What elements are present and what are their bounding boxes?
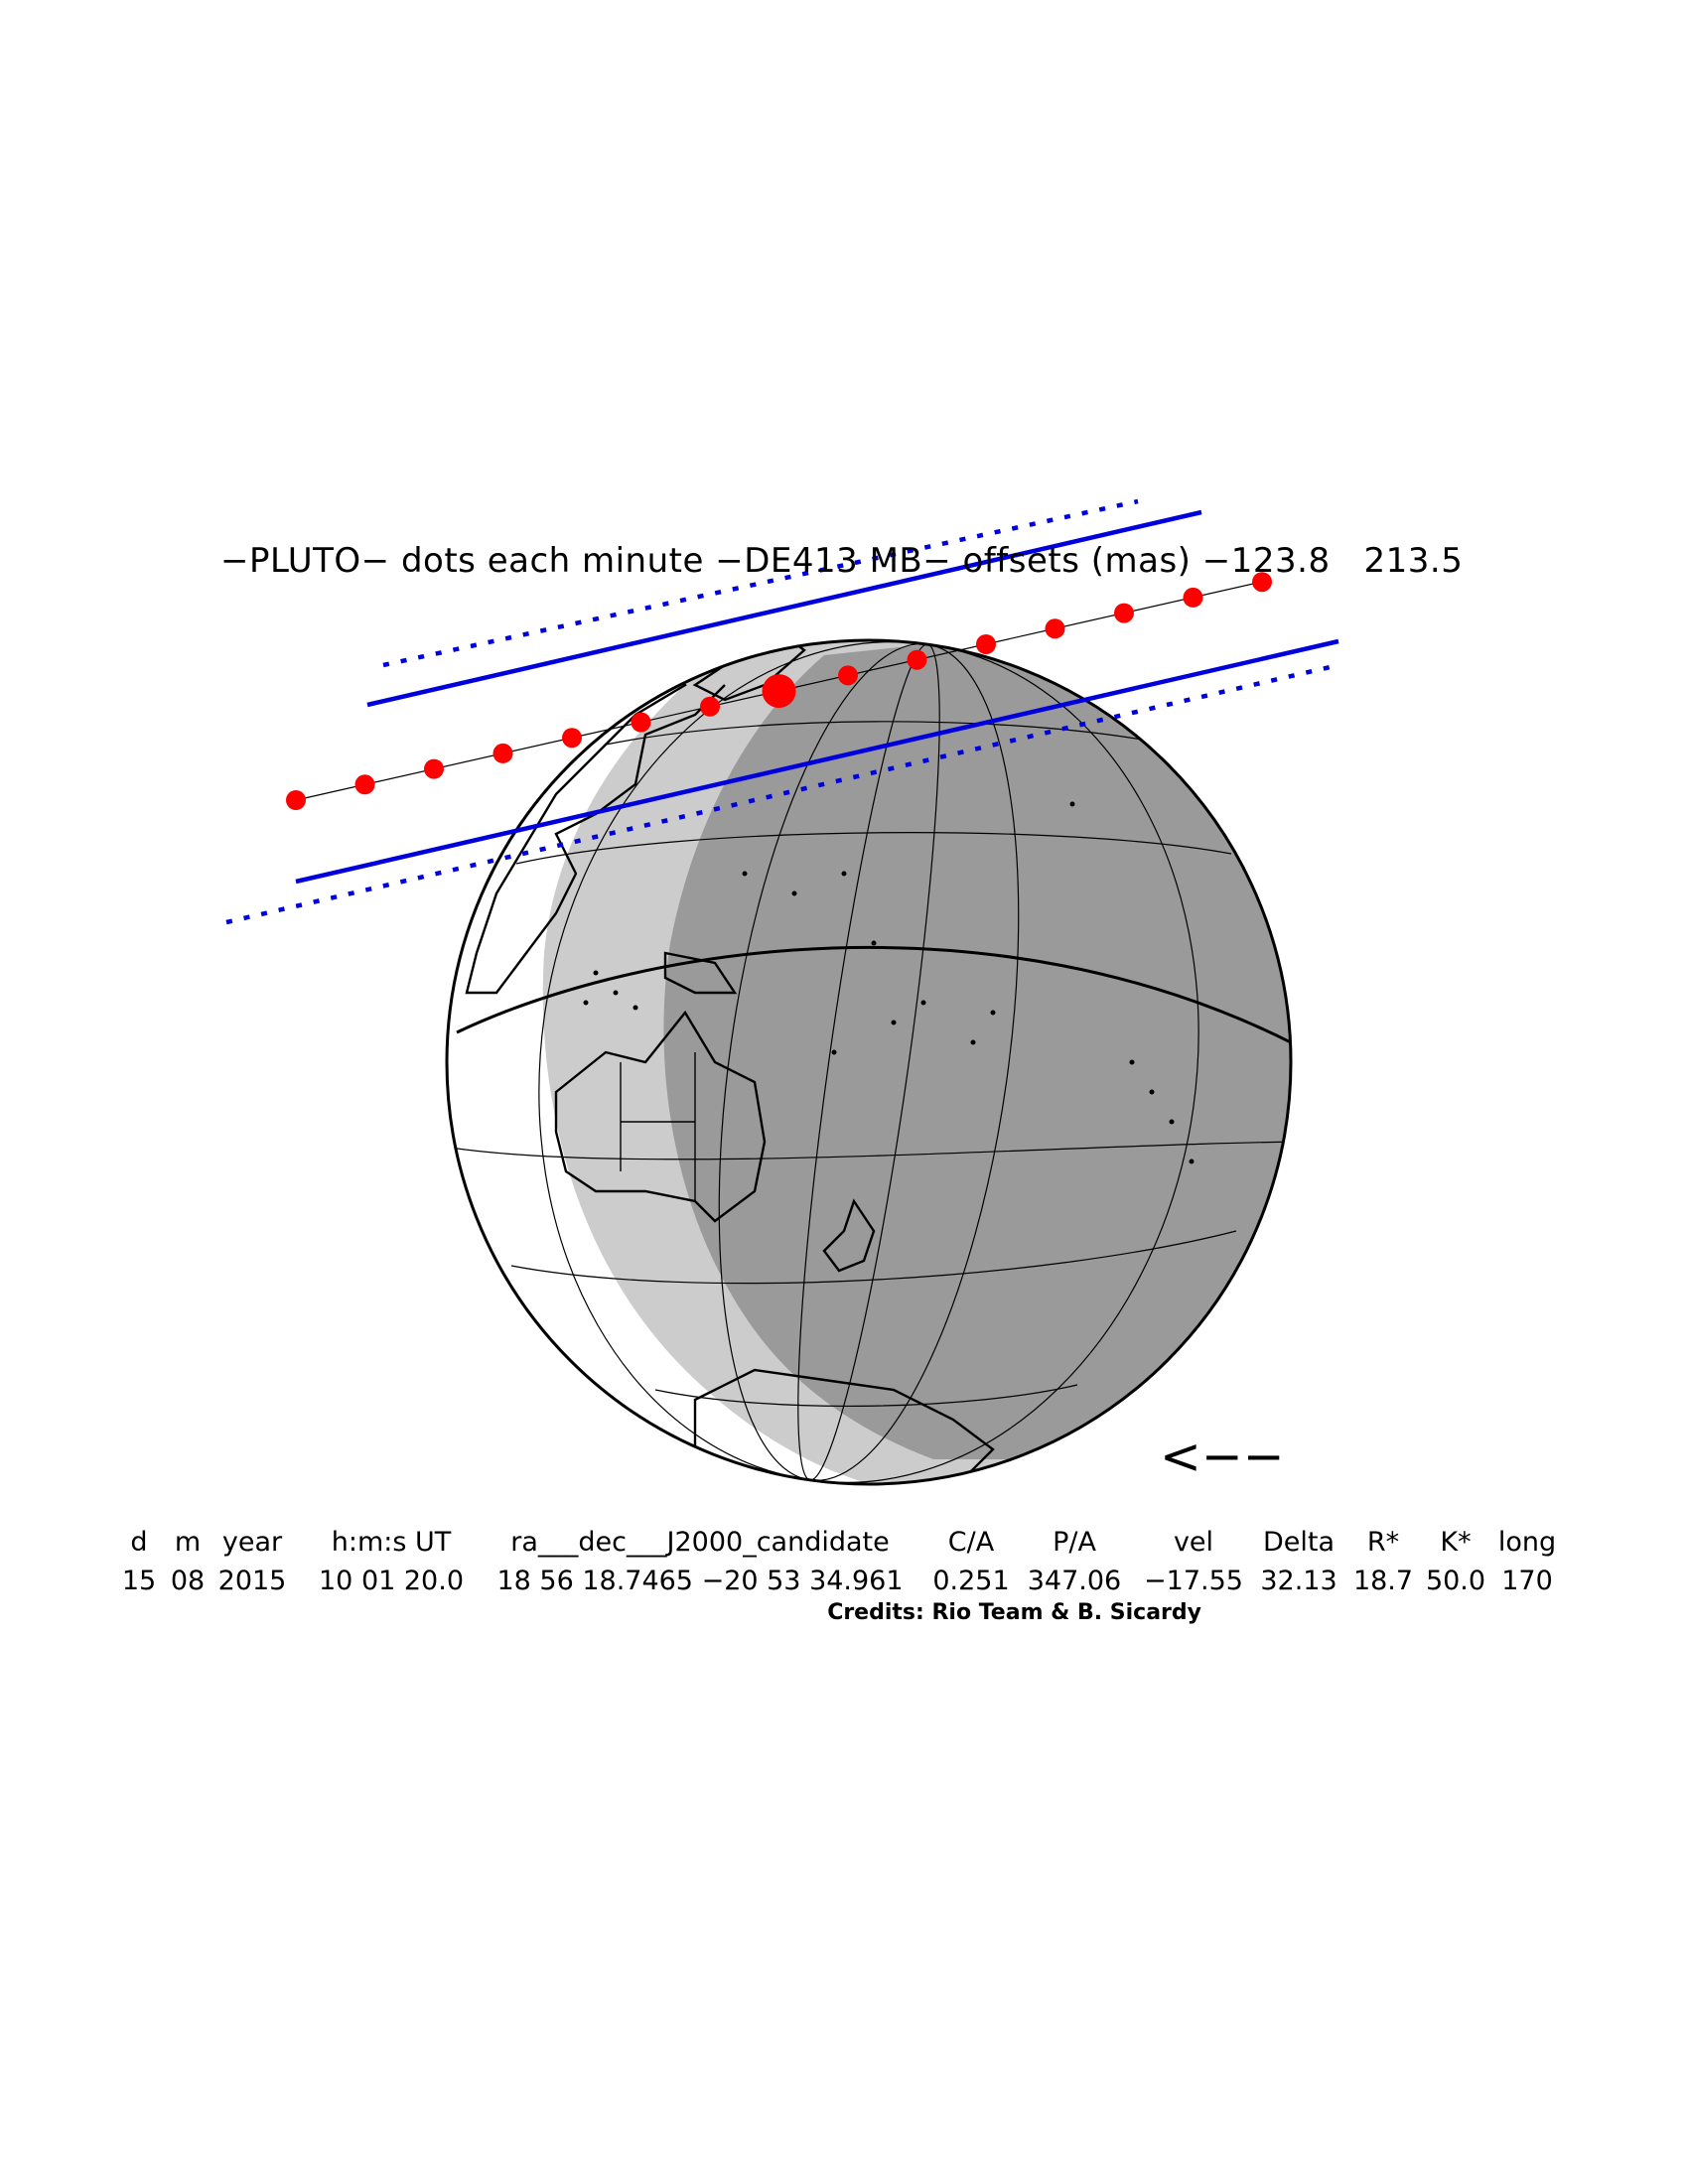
value-radec: 18 56 18.7465 −20 53 34.961 xyxy=(496,1566,904,1596)
minute-dot xyxy=(631,712,651,733)
north-uncertainty-limit xyxy=(382,498,1139,668)
header-long: long xyxy=(1497,1527,1557,1558)
minute-dot xyxy=(562,728,582,749)
minute-dot xyxy=(1252,572,1272,593)
globe-limb xyxy=(445,638,1293,1486)
australia-outline xyxy=(554,1010,767,1223)
value-delta: 32.13 xyxy=(1260,1566,1337,1596)
minute-dot xyxy=(1114,603,1134,623)
header-m: m xyxy=(174,1527,202,1558)
value-rstar: 18.7 xyxy=(1352,1566,1414,1596)
earth-globe xyxy=(445,638,1293,1486)
header-delta: Delta xyxy=(1262,1527,1336,1558)
plot-title: −PLUTO− dots each minute −DE413 MB− offs… xyxy=(220,541,1464,581)
asia-outline xyxy=(465,644,726,995)
value-kstar: 50.0 xyxy=(1425,1566,1486,1596)
direction-arrow: <−− xyxy=(1160,1428,1285,1485)
minute-dot xyxy=(424,758,444,779)
minute-dot xyxy=(492,743,513,763)
table-value-row: 15 08 2015 10 01 20.0 18 56 18.7465 −20 … xyxy=(0,1566,1688,1605)
header-vel: vel xyxy=(1173,1527,1214,1558)
equator-line xyxy=(456,945,1291,1044)
header-year: year xyxy=(221,1527,283,1558)
graticule xyxy=(447,641,1291,1483)
minute-dot xyxy=(1183,587,1203,608)
central-path xyxy=(286,572,1272,810)
value-year: 2015 xyxy=(217,1566,287,1596)
header-pa: P/A xyxy=(1053,1527,1096,1558)
value-pa: 347.06 xyxy=(1027,1566,1122,1596)
south-shadow-limit xyxy=(295,638,1339,885)
header-radec: ra___dec___J2000_candidate xyxy=(510,1527,890,1558)
central-instant-dot xyxy=(762,674,796,709)
minute-dot xyxy=(907,649,927,670)
value-ca: 0.251 xyxy=(932,1566,1010,1596)
minute-dot xyxy=(354,774,375,795)
minute-dot xyxy=(286,790,306,810)
value-vel: −17.55 xyxy=(1144,1566,1243,1596)
header-d: d xyxy=(130,1527,148,1558)
credits: Credits: Rio Team & B. Sicardy xyxy=(827,1600,1201,1625)
minute-dot xyxy=(838,665,858,686)
value-time: 10 01 20.0 xyxy=(319,1566,464,1596)
header-ca: C/A xyxy=(947,1527,995,1558)
south-uncertainty-limit xyxy=(225,662,1339,925)
new-zealand-outline xyxy=(822,1198,876,1273)
australia-borders xyxy=(620,1052,696,1201)
path-dots xyxy=(286,572,1272,810)
value-d: 15 xyxy=(121,1566,157,1596)
shadow-limits xyxy=(225,498,1339,925)
header-rstar: R* xyxy=(1366,1527,1400,1558)
pacific-islands xyxy=(583,801,1195,1164)
antarctica-outline xyxy=(693,1368,995,1484)
new-guinea-outline xyxy=(663,951,738,995)
table-header-row: d m year h:m:s UT ra___dec___J2000_candi… xyxy=(0,1527,1688,1567)
north-shadow-limit xyxy=(366,509,1202,708)
value-m: 08 xyxy=(170,1566,206,1596)
header-time: h:m:s UT xyxy=(331,1527,452,1558)
header-kstar: K* xyxy=(1440,1527,1472,1558)
minute-dot xyxy=(700,696,720,717)
minute-dot xyxy=(1045,618,1065,639)
value-long: 170 xyxy=(1501,1566,1553,1596)
minute-dot xyxy=(976,634,996,654)
